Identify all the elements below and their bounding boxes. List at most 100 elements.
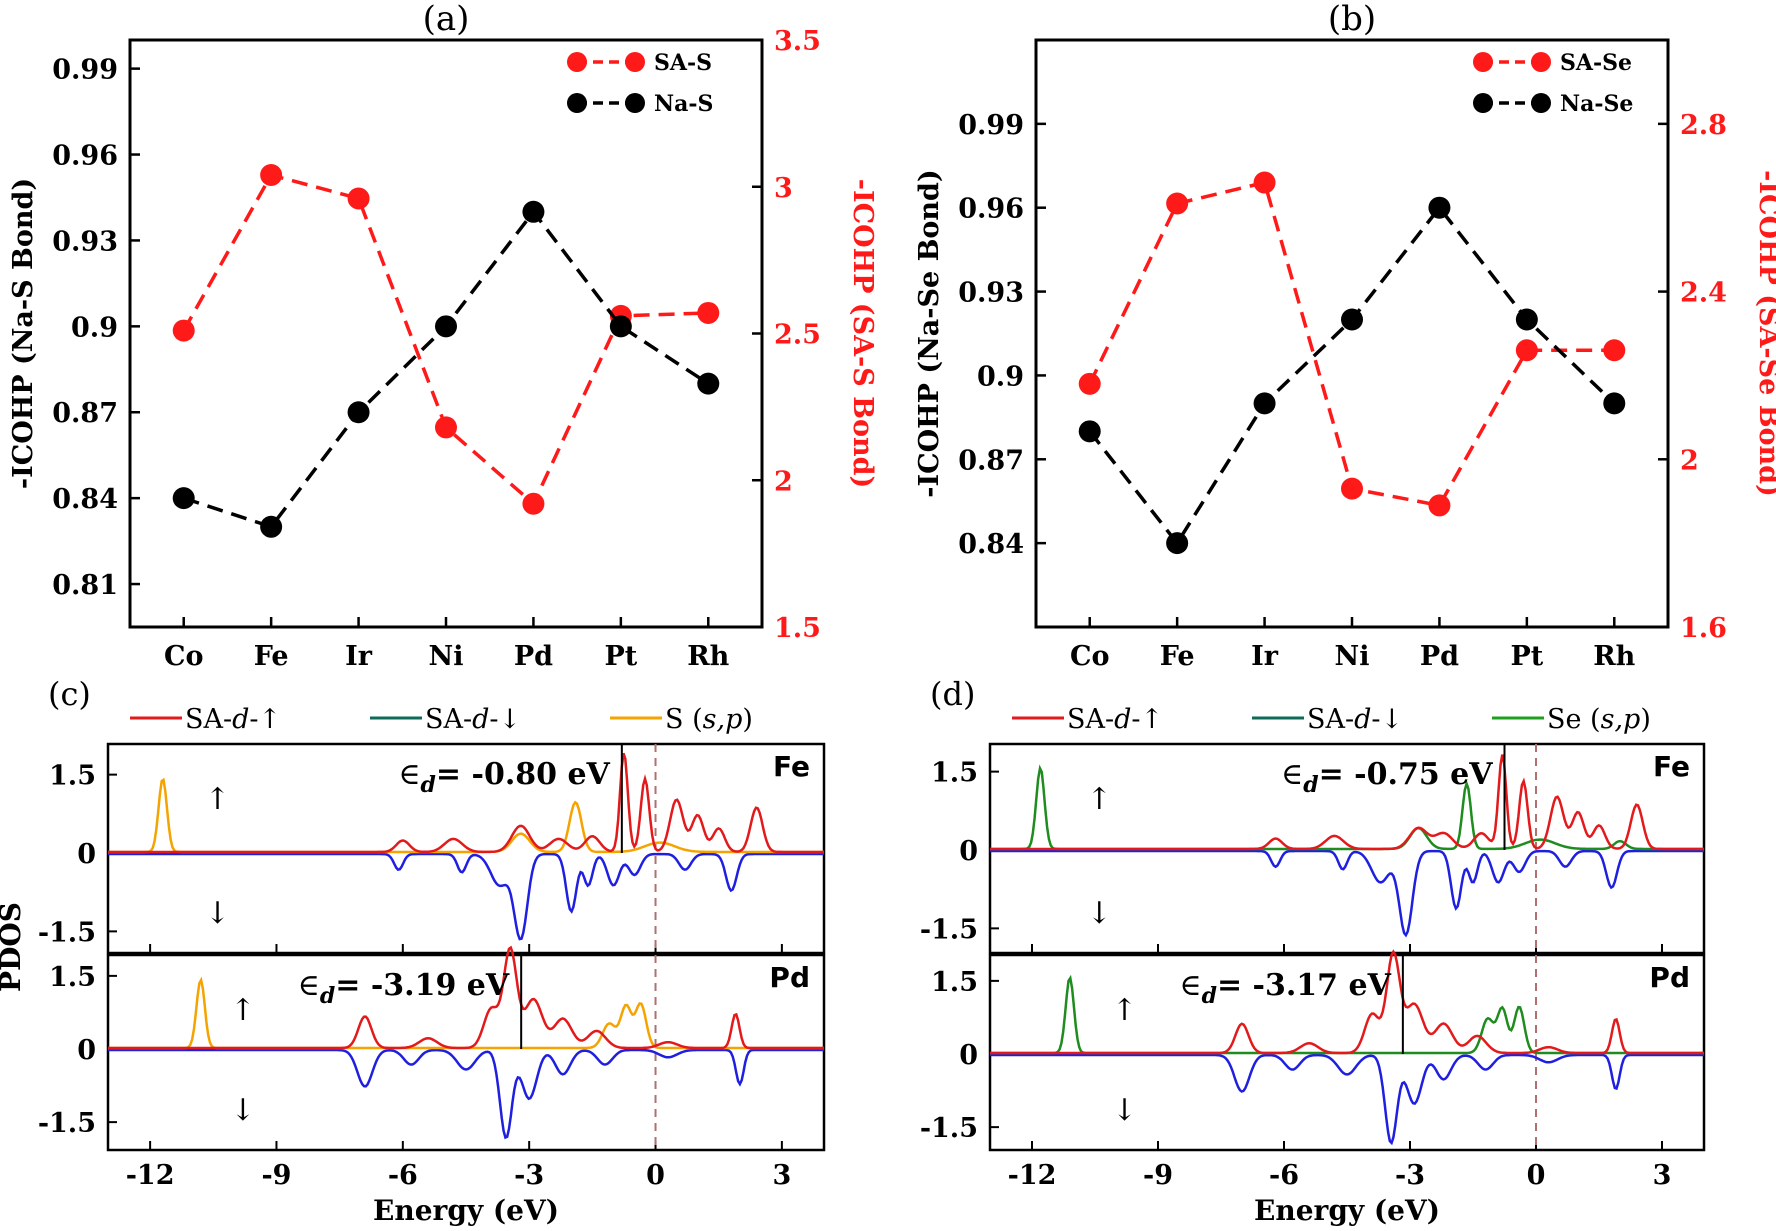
x-tick-label: 3 (1653, 1160, 1672, 1191)
series-SA-S (172, 164, 720, 515)
panel-d: (d) SA-d-↑ SA-d-↓ Se (s,p) 1.5 0 -1.5 ∈d= -0.75… (920, 675, 1706, 1227)
data-point (1078, 372, 1101, 395)
y-axis-label: -ICOHP (Na-S Bond) (8, 178, 39, 489)
data-point (172, 487, 195, 510)
data-point (1166, 532, 1189, 555)
metal-label: Pd (1649, 961, 1690, 994)
x-tick-label: 3 (772, 1160, 791, 1191)
legend-label: SA-d-↑ (1067, 704, 1163, 735)
plot-frame (1034, 38, 1670, 629)
legend-marker (567, 93, 587, 113)
y2-tick-label: 2.8 (1680, 110, 1727, 141)
d-band-center-label: ∈d= -3.17 eV (1179, 968, 1391, 1009)
legend-label: S (s,p) (665, 704, 753, 735)
spin-up-arrow: ↑ (1112, 993, 1137, 1028)
y-tick-label: 0.81 (52, 570, 118, 601)
y-tick-label: 0 (77, 839, 96, 870)
legend-label: Na-Se (1560, 91, 1633, 117)
data-point (1341, 477, 1363, 500)
y-tick-label: 0.99 (52, 55, 118, 86)
legend: SA-d-↑ SA-d-↓ S (s,p) (130, 704, 753, 735)
data-point (347, 187, 370, 210)
subpanel-Fe: 1.5 0 -1.5 ∈d= -0.80 eV Fe ↑ ↓ (38, 742, 826, 955)
data-point (1515, 339, 1538, 362)
spin-down-arrow: ↓ (1087, 896, 1112, 931)
panel-label: (c) (48, 675, 91, 713)
metal-label: Fe (1653, 750, 1690, 783)
data-point (522, 492, 545, 515)
x-tick-label: Co (1070, 641, 1110, 672)
x-tick-label: Ni (1335, 641, 1370, 672)
y2-axis-label: -ICOHP (SA-S Bond) (847, 179, 878, 489)
spin-up-curve (990, 949, 1704, 1055)
spin-down-curve (990, 849, 1704, 938)
y-tick-label: 0.96 (52, 141, 118, 172)
legend-marker (1473, 93, 1493, 113)
panel-label: (a) (423, 0, 470, 39)
metal-label: Pd (769, 961, 810, 994)
x-axis-label: Energy (eV) (373, 1194, 559, 1227)
y-axis-label: -ICOHP (Na-Se Bond) (914, 169, 945, 497)
legend-label: SA-S (654, 50, 712, 76)
data-point (1515, 308, 1538, 331)
spin-up-curve (990, 754, 1704, 851)
x-tick-label: -12 (126, 1160, 175, 1191)
x-tick-label: -9 (1143, 1160, 1173, 1191)
x-axis-label: Energy (eV) (1254, 1194, 1440, 1227)
data-point (1428, 196, 1451, 219)
x-tick-label: Pt (604, 641, 637, 672)
data-point (435, 416, 457, 439)
y2-tick-label: 3 (774, 173, 793, 204)
y-tick-label: -1.5 (920, 914, 978, 945)
legend: SA-Se Na-Se (1473, 50, 1633, 117)
data-point (435, 315, 457, 338)
data-point (697, 372, 720, 395)
x-tick-label: Ni (429, 641, 464, 672)
spin-up-curve (108, 945, 824, 1050)
x-tick-label: -6 (1269, 1160, 1299, 1191)
data-point (260, 164, 283, 187)
y-tick-label: 1.5 (49, 962, 96, 993)
y-tick-label: -1.5 (920, 1113, 978, 1144)
y2-tick-label: 1.5 (774, 613, 821, 644)
y-axis-label: PDOS (0, 902, 27, 992)
x-tick-label: Rh (1593, 641, 1635, 672)
legend: SA-S Na-S (567, 50, 713, 117)
y2-tick-label: 1.6 (1680, 613, 1727, 644)
legend-label: SA-Se (1560, 50, 1632, 76)
d-band-center-label: ∈d= -0.80 eV (398, 757, 610, 798)
data-point (522, 200, 545, 223)
data-point (1253, 171, 1276, 194)
spin-down-arrow: ↓ (230, 1093, 255, 1128)
spin-up-curve (108, 752, 824, 854)
y2-tick-label: 2 (1680, 445, 1699, 476)
spin-down-curve (990, 1053, 1704, 1146)
plot-frame (106, 742, 826, 955)
y-tick-label: 0.96 (958, 194, 1024, 225)
y2-axis-label: -ICOHP (SA-Se Bond) (1753, 170, 1776, 497)
x-tick-label: 0 (1527, 1160, 1546, 1191)
subpanel-Fe: 1.5 0 -1.5 ∈d= -0.75 eV Fe ↑ ↓ (920, 742, 1706, 955)
data-point (260, 515, 283, 538)
y-tick-label: 0.87 (958, 445, 1024, 476)
subpanel-Pd: 1.5 0 -1.5 ∈d= -3.17 eV Pd ↑ ↓ (920, 949, 1706, 1152)
x-tick-label: 0 (646, 1160, 665, 1191)
spin-down-arrow: ↓ (1112, 1093, 1137, 1128)
series-line (183, 208, 710, 529)
data-point (697, 301, 720, 324)
legend-marker (625, 93, 645, 113)
spin-up-arrow: ↑ (205, 782, 230, 817)
legend-label: Na-S (654, 91, 713, 117)
spin-down-curve (108, 1048, 824, 1140)
y-tick-label: 1.5 (931, 967, 978, 998)
x-tick-label: -12 (1008, 1160, 1057, 1191)
data-point (1078, 420, 1101, 443)
legend-marker (1531, 52, 1551, 72)
d-band-center-label: ∈d= -0.75 eV (1281, 757, 1493, 798)
metal-label: Fe (773, 750, 810, 783)
series-line (182, 172, 709, 507)
series-Na-Se (1078, 196, 1626, 555)
y2-tick-label: 2.4 (1680, 278, 1727, 309)
legend-label: SA-d-↓ (1307, 704, 1403, 735)
